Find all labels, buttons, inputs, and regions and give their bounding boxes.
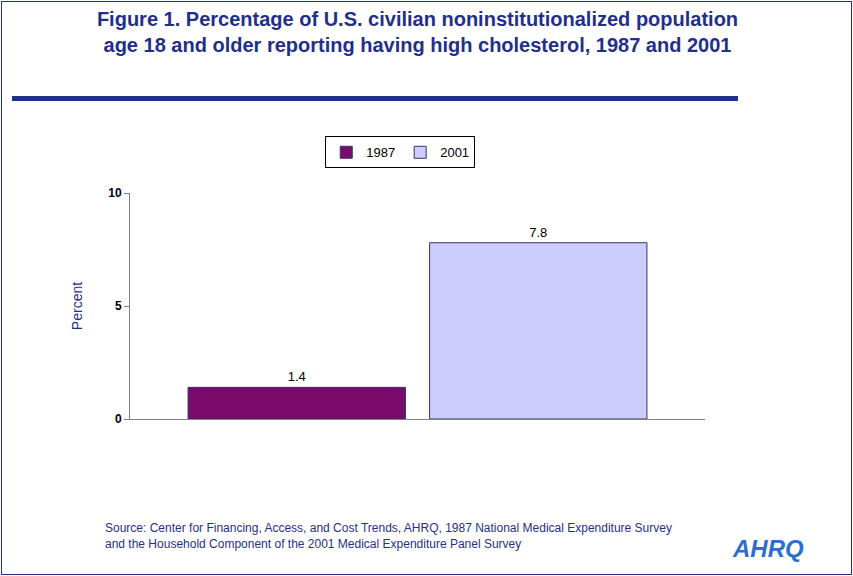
svg-text:Percent: Percent xyxy=(69,282,85,330)
svg-text:1987: 1987 xyxy=(366,145,395,160)
svg-text:10: 10 xyxy=(108,186,122,200)
svg-text:7.8: 7.8 xyxy=(529,225,547,240)
svg-text:Figure 1. Percentage of U.S. c: Figure 1. Percentage of U.S. civilian no… xyxy=(97,8,738,56)
svg-text:AHRQ: AHRQ xyxy=(732,535,804,562)
svg-text:5: 5 xyxy=(115,299,122,313)
svg-text:2001: 2001 xyxy=(440,145,469,160)
svg-text:Source: Center for Financing,: Source: Center for Financing, Access, an… xyxy=(105,521,672,551)
svg-text:0: 0 xyxy=(115,412,122,426)
svg-text:1.4: 1.4 xyxy=(288,369,306,384)
